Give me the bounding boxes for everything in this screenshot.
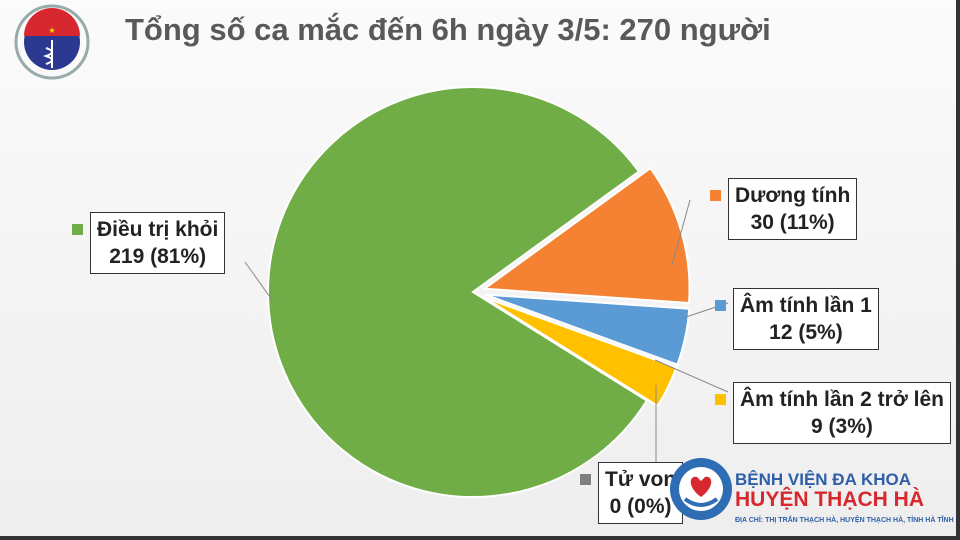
- legend-swatch: [580, 474, 591, 485]
- data-label-value: 219 (81%): [109, 245, 207, 268]
- data-label-value: 9 (3%): [811, 415, 873, 438]
- data-label-name: Âm tính lần 2 trở lên: [740, 388, 944, 411]
- data-label-value: 30 (11%): [750, 211, 835, 234]
- chart-title: Tổng số ca mắc đến 6h ngày 3/5: 270 ngườ…: [125, 12, 771, 47]
- hospital-logo: [670, 458, 732, 520]
- data-label: Điều trị khỏi 219 (81%): [90, 212, 226, 274]
- data-label-value: 12 (5%): [769, 321, 843, 344]
- hospital-name-line2: HUYỆN THẠCH HÀ: [735, 488, 924, 511]
- leader-line: [244, 261, 273, 301]
- legend-swatch: [72, 224, 83, 235]
- data-label-name: Điều trị khỏi: [97, 218, 219, 241]
- leader-line: [654, 359, 729, 393]
- data-label: Âm tính lần 1 12 (5%): [733, 288, 879, 350]
- legend-swatch: [715, 300, 726, 311]
- data-label-name: Âm tính lần 1: [740, 294, 872, 317]
- data-label-name: Dương tính: [735, 184, 851, 207]
- legend-swatch: [710, 190, 721, 201]
- data-label-value: 0 (0%): [609, 495, 672, 518]
- legend-swatch: [715, 394, 726, 405]
- data-label: Âm tính lần 2 trở lên 9 (3%): [733, 382, 951, 444]
- hospital-name-line1: BỆNH VIỆN ĐA KHOA: [735, 470, 911, 489]
- leader-line: [671, 199, 691, 266]
- pie-slice-2: [483, 296, 678, 408]
- ministry-of-health-logo: ★: [14, 4, 90, 80]
- pie-slice-1: [484, 293, 691, 366]
- data-label: Dương tính 30 (11%): [728, 178, 858, 240]
- pie-slice-4: [267, 86, 649, 498]
- svg-text:★: ★: [48, 26, 55, 35]
- hospital-address: ĐỊA CHỈ: THỊ TRẤN THẠCH HÀ, HUYỆN THẠCH …: [735, 517, 954, 524]
- data-label-name: Tử von: [605, 468, 677, 491]
- data-label: Tử von 0 (0%): [598, 462, 684, 524]
